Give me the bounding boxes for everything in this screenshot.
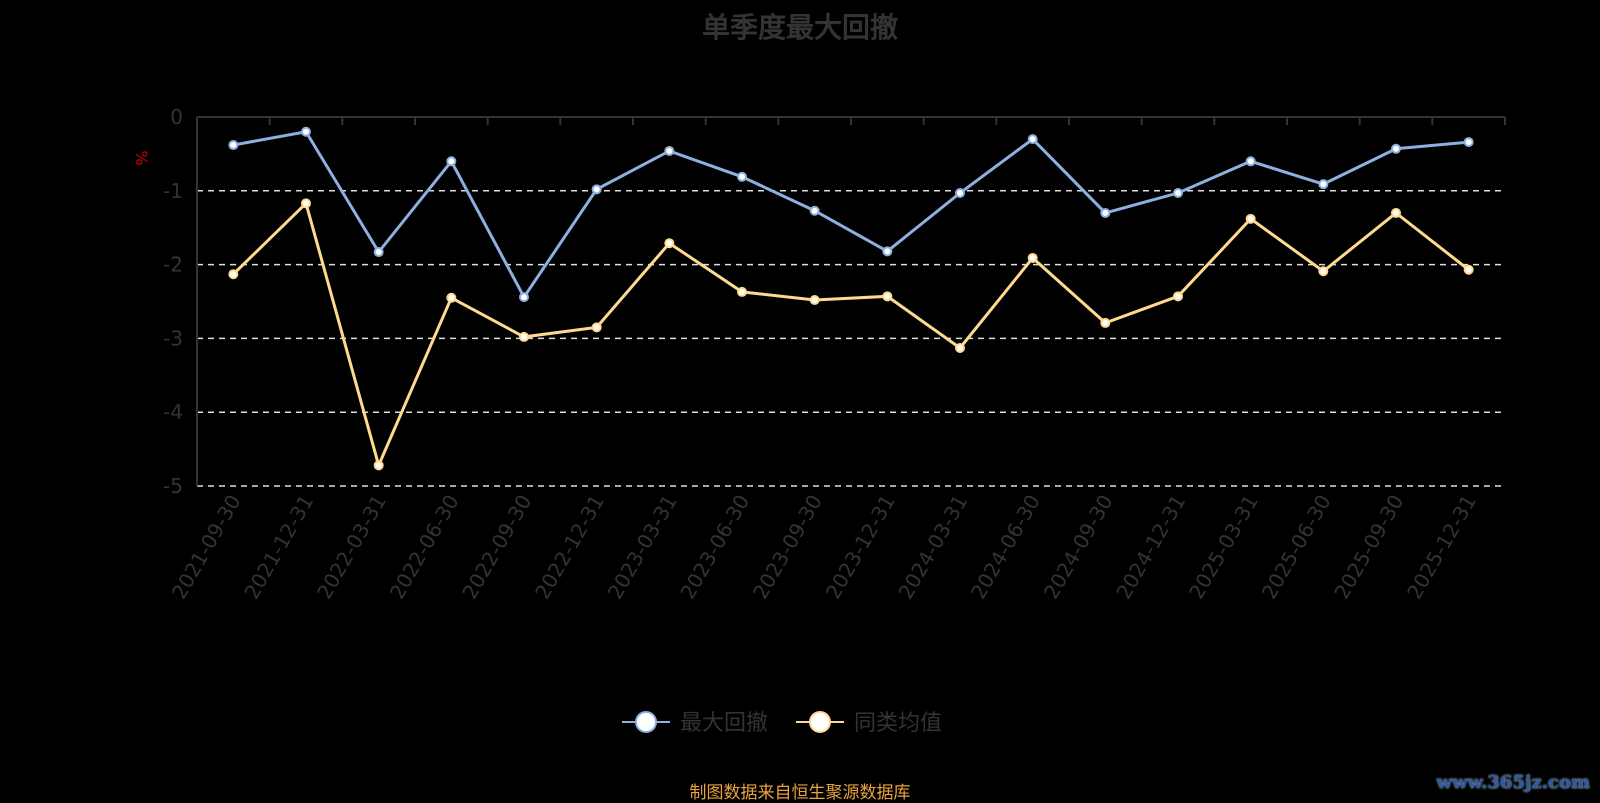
data-point	[737, 286, 747, 297]
x-tick-label: 2024-06-30	[966, 491, 1045, 604]
data-point	[1391, 207, 1401, 218]
x-tick-label: 2025-12-31	[1402, 491, 1481, 604]
data-point	[882, 291, 893, 302]
series-line-2	[232, 200, 1470, 470]
watermark-logo: www.365jz.com	[1436, 772, 1590, 793]
data-point	[1173, 188, 1183, 199]
data-point	[809, 295, 820, 306]
data-point	[1100, 317, 1111, 328]
data-point	[373, 460, 384, 471]
data-point	[1318, 266, 1329, 277]
data-point	[591, 184, 602, 195]
data-point	[446, 292, 457, 303]
y-tick-label: -1	[163, 179, 183, 203]
data-point	[228, 269, 239, 280]
data-point	[1027, 134, 1038, 145]
x-tick-label: 2023-06-30	[675, 491, 754, 604]
data-point	[809, 205, 820, 216]
x-tick-label: 2024-12-31	[1111, 491, 1190, 604]
data-source-note: 制图数据来自恒生聚源数据库	[689, 783, 911, 803]
data-point	[955, 188, 965, 199]
x-tick-label: 2023-12-31	[821, 491, 900, 604]
data-point	[1173, 291, 1183, 302]
legend-marker	[635, 711, 657, 733]
x-tick-label: 2025-09-30	[1329, 491, 1408, 604]
y-tick-label: -2	[163, 253, 183, 277]
legend-label[interactable]: 最大回撤	[680, 711, 768, 736]
data-point	[1391, 143, 1401, 154]
data-point	[1245, 156, 1256, 167]
y-tick-label: -5	[163, 474, 183, 498]
chart-title: 单季度最大回撤	[701, 11, 898, 44]
data-point	[228, 140, 239, 151]
data-point	[1027, 252, 1038, 263]
x-tick-label: 2023-09-30	[748, 491, 827, 604]
data-point	[591, 322, 602, 333]
x-tick-label: 2022-03-31	[312, 491, 391, 604]
data-point	[1318, 179, 1329, 190]
y-axis-label: %	[132, 150, 151, 165]
y-tick-label: -3	[163, 326, 183, 350]
x-tick-label: 2021-09-30	[167, 491, 246, 604]
x-tick-label: 2025-06-30	[1257, 491, 1336, 604]
legend-label[interactable]: 同类均值	[854, 711, 942, 736]
data-point	[664, 238, 675, 249]
data-point	[737, 171, 747, 182]
data-point	[1463, 137, 1474, 148]
data-point	[1100, 207, 1111, 218]
data-point	[301, 126, 311, 137]
data-point	[373, 247, 384, 258]
series-line-1	[233, 130, 1469, 300]
data-point	[1463, 264, 1474, 275]
x-tick-label: 2023-03-31	[603, 491, 682, 604]
x-tick-label: 2024-03-31	[893, 491, 972, 604]
x-tick-label: 2022-12-31	[530, 491, 609, 604]
data-point	[301, 198, 311, 209]
data-point	[882, 246, 893, 257]
data-point	[1245, 213, 1256, 224]
legend-marker	[809, 711, 831, 733]
data-point	[519, 331, 529, 342]
y-tick-label: -4	[163, 400, 183, 424]
data-point	[664, 145, 675, 156]
y-tick-label: 0	[170, 105, 183, 129]
x-tick-label: 2024-09-30	[1039, 491, 1118, 604]
data-point	[446, 156, 457, 167]
data-point	[519, 292, 529, 303]
data-point	[955, 342, 965, 353]
x-tick-label: 2025-03-31	[1184, 491, 1263, 604]
x-tick-label: 2021-12-31	[239, 491, 318, 604]
x-tick-label: 2022-09-30	[457, 491, 536, 604]
x-tick-label: 2022-06-30	[385, 491, 464, 604]
